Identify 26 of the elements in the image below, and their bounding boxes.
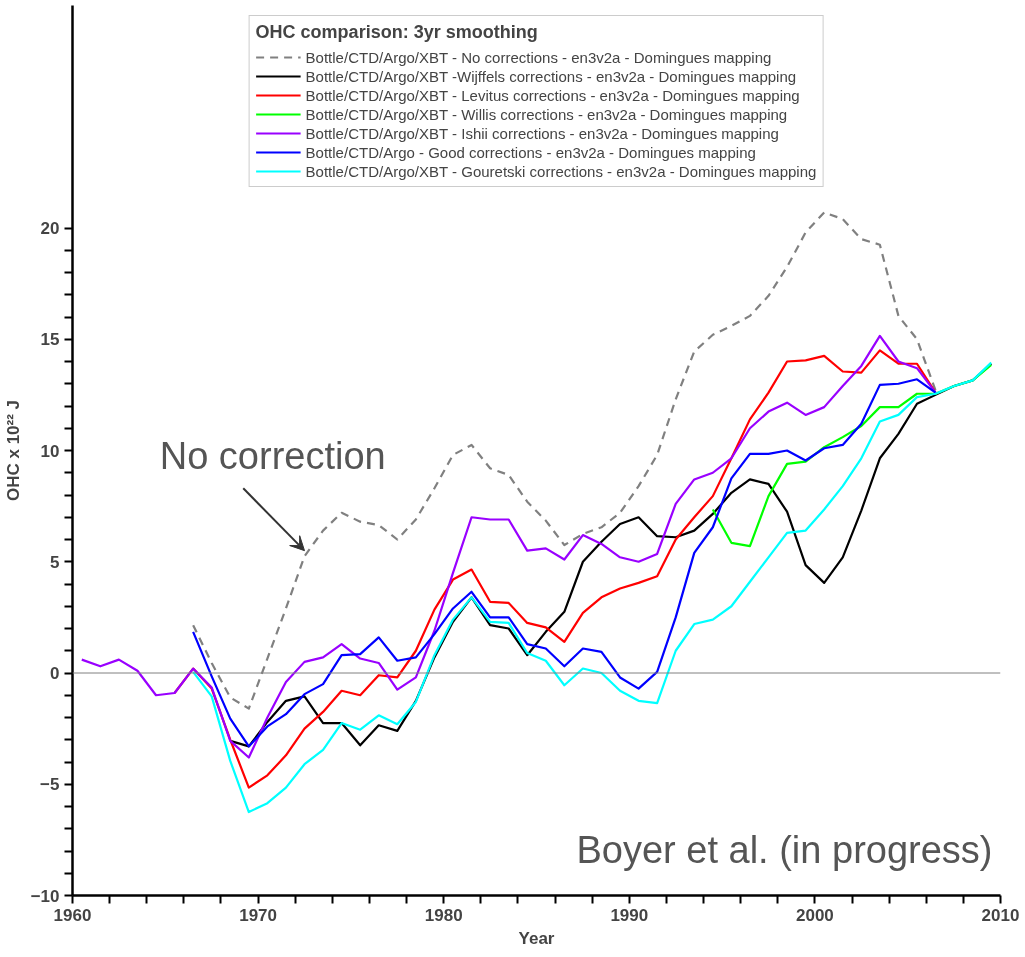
- y-tick-label: −5: [40, 775, 60, 795]
- y-tick-label: 10: [40, 441, 60, 461]
- legend-label: Bottle/CTD/Argo/XBT - No corrections - en3v2a - Domingues mapping: [305, 48, 772, 66]
- x-tick-label: 1970: [239, 905, 278, 925]
- x-tick-label: 2010: [981, 905, 1020, 925]
- legend-label: Bottle/CTD/Argo - Good corrections - en3v2a - Domingues mapping: [305, 143, 756, 161]
- y-tick-label: 20: [40, 219, 60, 238]
- x-tick-label: 1990: [610, 905, 649, 925]
- y-tick-label: −10: [30, 886, 60, 906]
- y-axis-title: OHC x 10²² J: [3, 399, 23, 502]
- legend-label: Bottle/CTD/Argo/XBT - Levitus corrections - en3v2a - Domingues mapping: [305, 86, 800, 104]
- legend-label: Bottle/CTD/Argo/XBT -Wijffels corrections - en3v2a - Domingues mapping: [305, 67, 797, 85]
- line-series: [80, 334, 937, 759]
- y-tick-label: 5: [50, 552, 60, 572]
- x-tick-label: 1960: [53, 905, 92, 925]
- legend-label: Bottle/CTD/Argo/XBT - Willis corrections - en3v2a - Domingues mapping: [305, 105, 788, 123]
- annotation: No correction: [159, 435, 386, 478]
- legend-label: Bottle/CTD/Argo/XBT - Gouretski corrections - en3v2a - Domingues mapping: [305, 162, 817, 180]
- legend-label: Bottle/CTD/Argo/XBT - Ishii corrections - en3v2a - Domingues mapping: [305, 124, 779, 142]
- y-tick-label: 0: [50, 664, 60, 683]
- annotation: Boyer et al. (in progress): [576, 828, 993, 871]
- y-tick-label: 15: [40, 330, 60, 350]
- x-tick-label: 1980: [424, 905, 463, 925]
- x-tick-label: 2000: [795, 905, 834, 925]
- legend-title: OHC comparison: 3yr smoothing: [255, 22, 539, 43]
- x-axis-title: Year: [518, 928, 555, 948]
